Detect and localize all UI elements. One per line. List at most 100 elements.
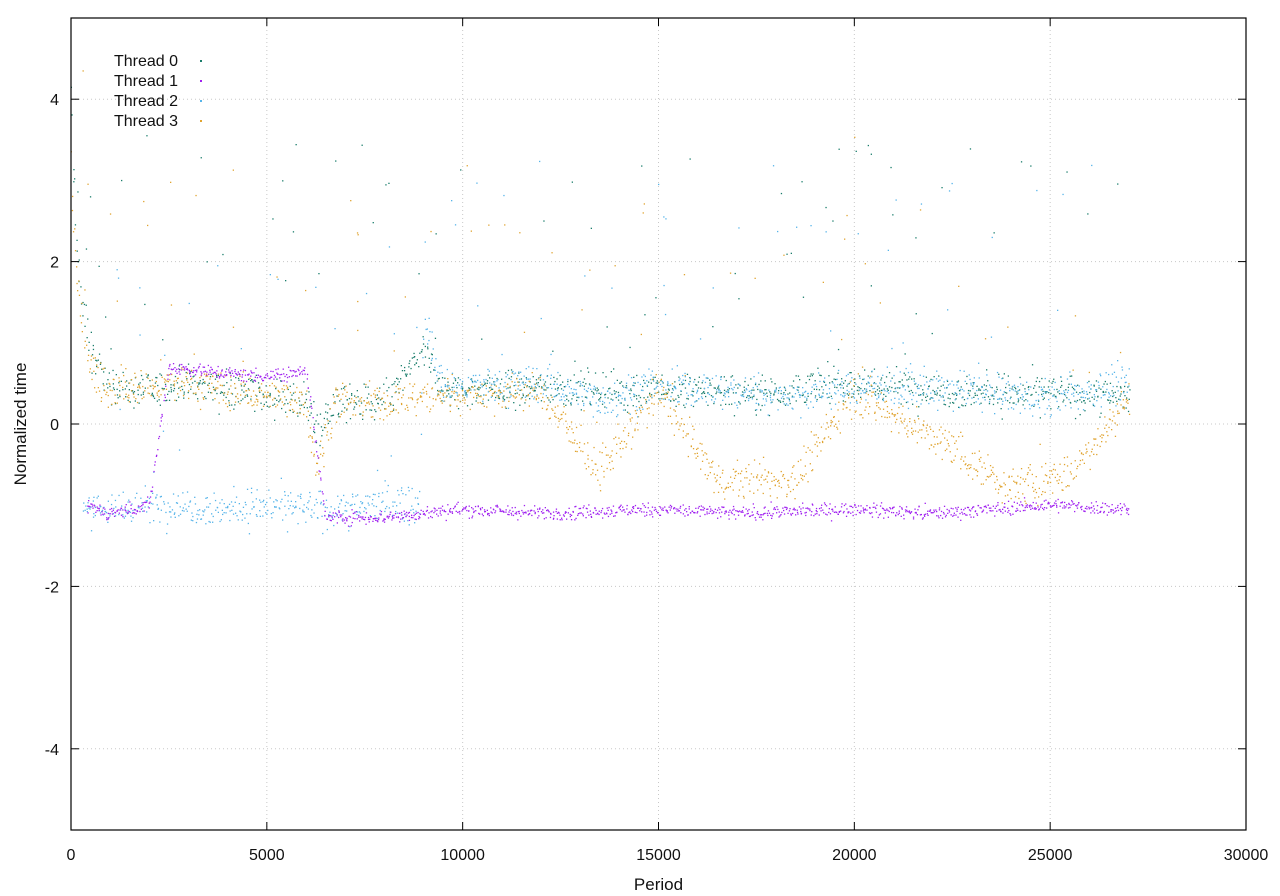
data-point: [621, 397, 623, 400]
data-point: [406, 373, 408, 375]
data-point: [829, 438, 832, 440]
data-point: [170, 368, 172, 370]
data-point: [228, 371, 230, 373]
data-point: [761, 390, 763, 392]
data-point: [708, 393, 711, 396]
data-point: [708, 462, 710, 464]
data-point: [135, 513, 137, 515]
data-point: [1119, 386, 1122, 388]
data-point: [1072, 369, 1074, 371]
data-point: [907, 371, 910, 374]
data-point: [159, 496, 162, 498]
data-point: [271, 382, 273, 385]
data-point: [400, 365, 402, 367]
data-point: [1111, 390, 1113, 392]
data-point: [402, 394, 404, 396]
data-point: [422, 336, 424, 338]
data-point: [476, 395, 478, 397]
data-point: [313, 426, 315, 428]
data-point: [388, 182, 390, 184]
data-point: [812, 504, 814, 506]
data-point: [331, 516, 333, 518]
data-point: [904, 418, 906, 420]
data-point: [307, 502, 309, 504]
data-point: [926, 395, 929, 397]
data-point: [152, 503, 154, 505]
data-point: [1094, 396, 1096, 398]
data-point: [454, 399, 457, 401]
data-point: [1007, 494, 1009, 496]
data-point: [89, 508, 91, 510]
data-point: [807, 481, 809, 483]
data-point: [96, 506, 98, 508]
data-point: [750, 473, 753, 475]
data-point: [263, 377, 265, 379]
data-point: [193, 370, 195, 372]
data-point: [477, 394, 479, 396]
data-point: [450, 404, 452, 406]
data-point: [428, 339, 430, 342]
data-point: [1005, 399, 1007, 401]
data-point: [147, 496, 149, 498]
data-point: [791, 396, 793, 398]
data-point: [711, 466, 713, 468]
data-point: [901, 379, 903, 381]
data-point: [378, 495, 380, 498]
data-point: [824, 437, 826, 439]
data-point: [93, 370, 95, 372]
data-point: [98, 265, 100, 267]
data-point: [241, 389, 243, 391]
data-point: [882, 374, 884, 376]
data-point: [398, 512, 400, 514]
data-point: [106, 519, 108, 521]
data-point: [85, 248, 88, 250]
data-point: [353, 408, 355, 410]
data-point: [552, 399, 554, 401]
data-point: [120, 507, 123, 509]
data-point: [1086, 382, 1089, 384]
data-point: [432, 405, 434, 407]
data-point: [503, 194, 505, 197]
data-point: [423, 512, 425, 515]
data-point: [621, 510, 623, 512]
data-point: [235, 496, 238, 498]
data-point: [850, 418, 853, 420]
data-point: [507, 407, 510, 409]
data-point: [704, 452, 706, 454]
data-point: [492, 392, 494, 395]
data-point: [263, 499, 265, 501]
data-point: [311, 407, 313, 409]
data-point: [136, 492, 138, 494]
data-point: [495, 505, 497, 507]
data-point: [622, 392, 624, 394]
data-point: [790, 476, 792, 478]
data-point: [275, 386, 277, 388]
data-point: [354, 503, 356, 505]
data-point: [385, 408, 387, 410]
data-point: [930, 397, 932, 399]
data-point: [810, 514, 812, 516]
data-point: [753, 395, 755, 398]
data-point: [359, 512, 362, 514]
data-point: [203, 511, 205, 513]
data-point: [151, 379, 153, 381]
data-point: [998, 488, 1000, 491]
data-point: [265, 377, 267, 379]
data-point: [506, 374, 509, 376]
data-point: [103, 371, 105, 373]
data-point: [464, 392, 466, 394]
data-point: [239, 374, 241, 376]
data-point: [634, 382, 636, 384]
data-point: [891, 377, 893, 379]
data-point: [252, 501, 254, 503]
data-point: [988, 401, 991, 403]
data-point: [202, 510, 204, 512]
data-point: [124, 381, 127, 383]
data-point: [1102, 434, 1105, 436]
data-point: [1108, 418, 1111, 420]
data-point: [580, 424, 582, 426]
data-point: [928, 385, 930, 388]
data-point: [157, 390, 160, 392]
data-point: [547, 387, 550, 389]
data-point: [467, 376, 470, 379]
